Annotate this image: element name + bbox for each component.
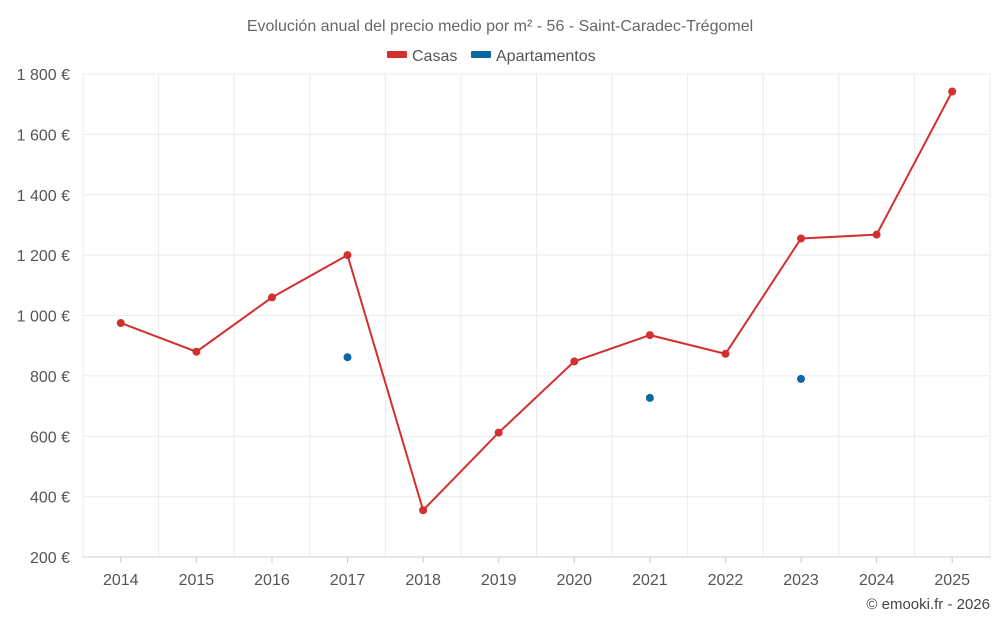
legend-swatch-casas[interactable] [387,51,407,58]
legend-label-casas[interactable]: Casas [412,48,457,65]
x-tick-label: 2016 [254,572,290,589]
x-tick-label: 2022 [708,572,744,589]
x-tick-label: 2014 [103,572,139,589]
chart-title: Evolución anual del precio medio por m² … [247,18,753,35]
y-tick-label: 400 € [30,490,70,507]
data-point-casas-2017[interactable] [343,251,352,260]
grid [82,73,991,557]
data-point-casas-2023[interactable] [797,234,805,243]
y-tick-label: 1 400 € [17,188,70,205]
data-point-casas-2016[interactable] [268,293,276,302]
data-point-casas-2025[interactable] [948,87,957,96]
y-tick-label: 1 600 € [17,127,70,144]
legend-swatch-apartamentos[interactable] [471,51,491,58]
legend-label-apartamentos[interactable]: Apartamentos [496,48,596,65]
series [116,87,957,515]
y-tick-label: 600 € [30,429,70,446]
data-point-casas-2021[interactable] [645,331,654,340]
x-tick-label: 2021 [632,572,668,589]
x-tick-label: 2023 [783,572,819,589]
data-point-casas-2019[interactable] [494,428,503,437]
axes: 200 € 400 € 600 € 800 € 1 000 € 1 200 € 1 400 … [17,67,990,589]
y-tick-label: 1 000 € [17,309,70,326]
data-point-casas-2020[interactable] [570,357,579,366]
data-point-casas-2015[interactable] [192,347,201,356]
x-tick-label: 2018 [405,572,441,589]
y-tick-label: 1 200 € [17,248,70,265]
data-point-casas-2022[interactable] [721,349,730,358]
x-tick-label: 2017 [330,572,366,589]
y-tick-label: 800 € [30,369,70,386]
y-tick-label: 1 800 € [17,67,70,84]
data-point-apartamentos-2021[interactable] [645,393,654,402]
x-tick-label: 2019 [481,572,517,589]
legend: Casas Apartamentos [387,48,596,65]
data-point-casas-2024[interactable] [872,230,881,239]
data-point-casas-2014[interactable] [116,319,125,327]
x-tick-label: 2025 [934,572,970,589]
x-tick-label: 2024 [859,572,895,589]
data-point-casas-2018[interactable] [419,506,428,515]
y-tick-label: 200 € [30,550,70,567]
data-point-apartamentos-2023[interactable] [797,374,805,383]
data-point-apartamentos-2017[interactable] [343,353,352,362]
x-tick-label: 2020 [556,572,592,589]
credit: © emooki.fr - 2026 [866,596,990,613]
x-tick-label: 2015 [179,572,215,589]
series-line-casas [120,91,954,513]
